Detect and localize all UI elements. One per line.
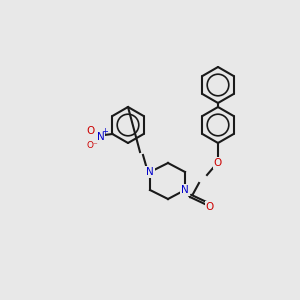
Text: O: O (206, 202, 214, 212)
Text: N: N (146, 167, 154, 177)
Text: O: O (86, 126, 94, 136)
Text: +: + (101, 128, 108, 136)
Text: O⁻: O⁻ (86, 140, 98, 149)
Text: N: N (181, 185, 189, 195)
Text: O: O (214, 158, 222, 168)
Text: N: N (97, 132, 104, 142)
